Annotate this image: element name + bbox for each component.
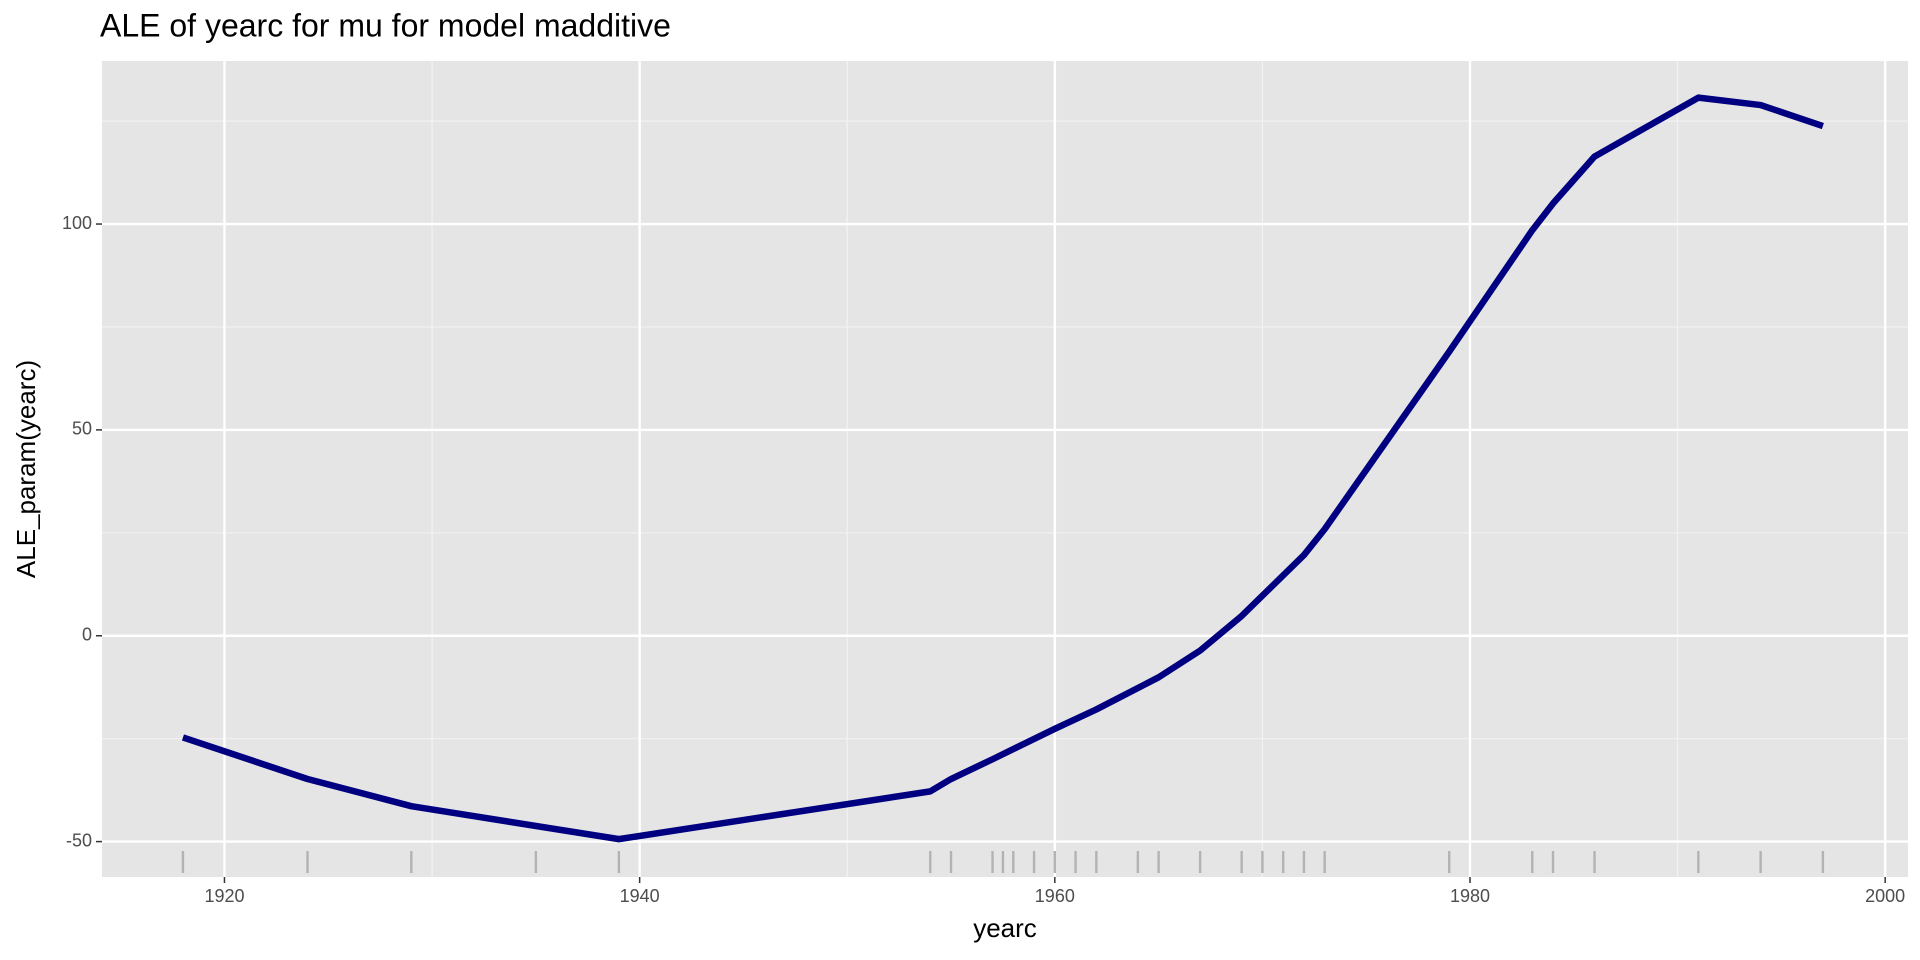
line: [181, 94, 1824, 843]
x-tick-label: 2000: [1865, 886, 1905, 906]
x-tick-label: 1980: [1450, 886, 1490, 906]
chart-title: ALE of yearc for mu for model madditive: [100, 7, 671, 43]
y-tick-label: -50: [66, 830, 92, 850]
x-axis-label: yearc: [973, 913, 1037, 943]
x-tick-label: 1960: [1035, 886, 1075, 906]
y-tick-label: 50: [72, 419, 92, 439]
y-tick-label: 0: [82, 624, 92, 644]
y-tick-label: 100: [62, 213, 92, 233]
y-axis-label: ALE_param(yearc): [11, 360, 41, 578]
x-tick-label: 1940: [620, 886, 660, 906]
x-tick-label: 1920: [204, 886, 244, 906]
panel: [102, 61, 1908, 877]
